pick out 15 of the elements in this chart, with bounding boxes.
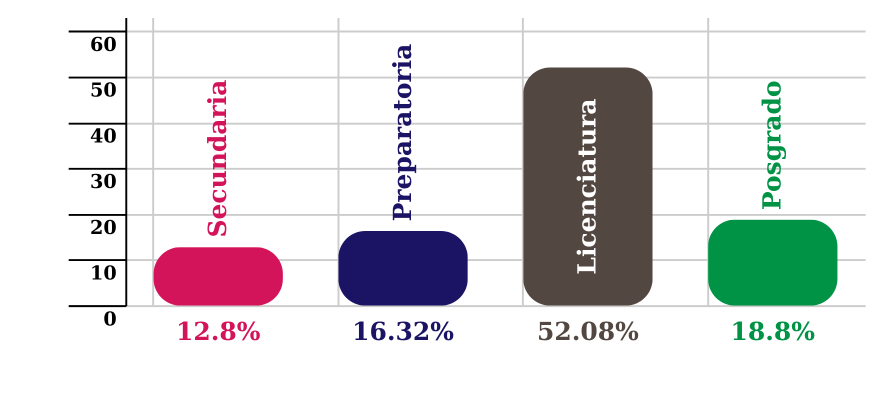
y-tick-label: 20 xyxy=(90,216,117,239)
y-tick-label: 50 xyxy=(90,78,117,102)
x-tick-label: Licenciatura xyxy=(572,98,602,275)
data-label: 18.8% xyxy=(730,317,816,346)
y-tick-label: 0 xyxy=(103,307,117,330)
data-label: 12.8% xyxy=(176,317,261,346)
x-tick-label: Preparatoria xyxy=(388,44,417,222)
y-tick-label: 10 xyxy=(90,262,117,285)
y-tick-label: 30 xyxy=(90,170,117,194)
x-tick-label: Posgrado xyxy=(757,80,786,210)
y-tick-label: 60 xyxy=(90,32,117,56)
y-tick-label: 40 xyxy=(90,124,117,148)
data-label: 16.32% xyxy=(352,317,454,346)
data-label: 52.08% xyxy=(536,317,640,346)
x-tick-label: Secundaria xyxy=(202,80,232,238)
